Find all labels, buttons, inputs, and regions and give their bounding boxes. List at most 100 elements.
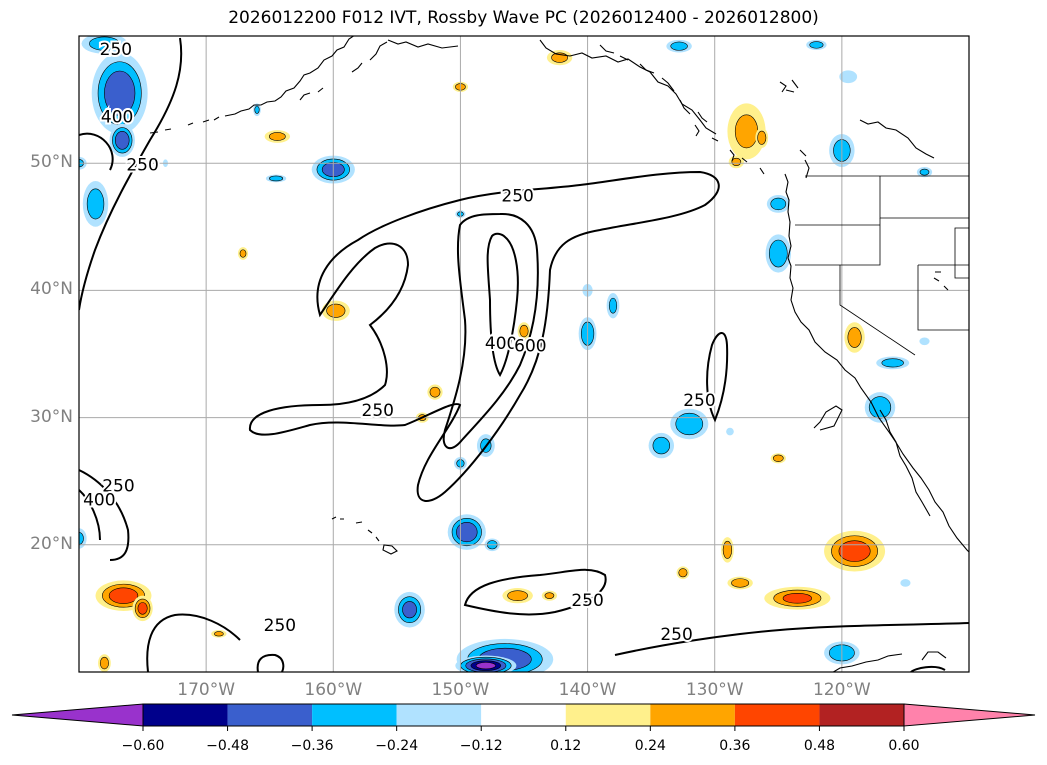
anomaly-blob xyxy=(546,49,573,66)
colorbar-tick-label: −0.24 xyxy=(375,738,419,754)
colorbar-tick-label: 0.12 xyxy=(550,738,582,754)
anomaly-blob xyxy=(755,127,769,148)
anomaly-blob xyxy=(765,234,791,273)
anomaly-level xyxy=(838,540,871,562)
anomaly-blob xyxy=(253,103,261,117)
anomaly-level xyxy=(839,70,858,84)
anomaly-blob xyxy=(764,586,831,610)
anomaly-level xyxy=(239,249,247,258)
ivt-contour-250-tiny xyxy=(256,653,285,672)
anomaly-blob xyxy=(237,247,249,260)
contour-label: 250 xyxy=(660,625,692,645)
colorbar-segment xyxy=(650,704,735,726)
islands xyxy=(331,271,949,555)
colorbar-tick-label: 0.48 xyxy=(803,738,836,754)
anomaly-level xyxy=(809,41,824,49)
anomaly-blob xyxy=(211,630,227,638)
anomaly-blob xyxy=(824,530,886,572)
rossby-anomaly-field xyxy=(79,36,933,672)
contour-label: 250 xyxy=(102,476,134,496)
anomaly-level xyxy=(137,602,148,615)
ivt-contours xyxy=(79,37,969,672)
ivt-contour-250-southeast-small xyxy=(910,665,946,672)
colorbar-segment xyxy=(819,704,904,726)
colorbar-segment xyxy=(565,704,651,726)
contour-label: 400 xyxy=(485,334,517,354)
anomaly-level xyxy=(99,656,109,670)
anomaly-level xyxy=(268,132,286,141)
longitude-label: 120°W xyxy=(812,680,871,700)
colorbar-segment xyxy=(143,704,228,726)
longitude-label: 150°W xyxy=(431,680,490,700)
anomaly-level xyxy=(104,70,136,116)
longitude-label: 170°W xyxy=(177,680,236,700)
contour-label: 250 xyxy=(571,591,603,611)
anomaly-level xyxy=(919,168,930,176)
anomaly-level xyxy=(731,157,742,166)
anomaly-blob xyxy=(132,595,153,622)
anomaly-level xyxy=(254,105,260,114)
anomaly-level xyxy=(652,436,671,455)
ivt-contour-600 xyxy=(486,232,519,378)
anomaly-level xyxy=(768,239,788,268)
anomaly-blob xyxy=(919,337,930,346)
anomaly-level xyxy=(757,130,767,145)
anomaly-blob xyxy=(721,537,734,563)
colorbar-tick-label: 0.60 xyxy=(888,738,920,754)
anomaly-level xyxy=(726,427,734,436)
map-frame xyxy=(78,35,970,673)
anomaly-level xyxy=(544,592,555,599)
colorbar-segment xyxy=(734,704,820,726)
colorbar-segment xyxy=(396,704,482,726)
contour-label: 600 xyxy=(514,336,546,356)
anomaly-level xyxy=(782,592,812,604)
anomaly-level xyxy=(847,327,862,348)
anomaly-blob xyxy=(876,356,910,370)
contour-label: 250 xyxy=(362,401,394,421)
anomaly-blob xyxy=(606,292,620,319)
latitude-label: 30°N xyxy=(30,406,73,427)
anomaly-level xyxy=(326,303,346,318)
anomaly-level xyxy=(722,540,733,559)
colorbar-tick-label: −0.36 xyxy=(290,738,334,754)
anomaly-blob xyxy=(109,123,135,157)
anomaly-blob xyxy=(648,432,675,459)
contour-label: 250 xyxy=(683,391,715,411)
longitude-label: 130°W xyxy=(685,680,744,700)
anomaly-level xyxy=(881,358,904,368)
colorbar-frame xyxy=(142,703,905,727)
colorbar-tick-label: 0.24 xyxy=(634,738,666,754)
anomaly-level xyxy=(214,631,224,637)
ivt-contour-250-south-center xyxy=(463,568,607,616)
anomaly-blob xyxy=(427,384,443,400)
anomaly-blob xyxy=(81,36,128,54)
anomaly-blob xyxy=(517,322,531,341)
anomaly-level xyxy=(731,578,750,588)
anomaly-level xyxy=(507,590,529,602)
anomaly-level xyxy=(89,36,120,51)
anomaly-blob xyxy=(541,590,558,601)
graticule xyxy=(79,36,969,672)
ivt-contour-400 xyxy=(442,212,539,450)
ivt-contour-250-northwest xyxy=(79,37,183,311)
latitude-label: 20°N xyxy=(30,533,73,554)
anomaly-blob xyxy=(844,322,865,353)
anomaly-blob xyxy=(676,566,690,580)
anomaly-blob xyxy=(900,579,911,587)
colorbar-extend-low xyxy=(11,703,144,727)
anomaly-blob xyxy=(394,591,425,628)
ivt-contour-250-southwest xyxy=(79,469,130,561)
anomaly-blob xyxy=(916,167,933,178)
colorbar-tick-label: 0.36 xyxy=(719,738,751,754)
anomaly-blob xyxy=(670,408,709,440)
anomaly-blob xyxy=(98,654,111,672)
anomaly-blob xyxy=(666,39,692,53)
anomaly-level xyxy=(108,587,139,604)
ivt-contour-250-south-east xyxy=(614,622,969,656)
anomaly-level xyxy=(670,41,688,51)
ivt-contour-250-northwest-inner xyxy=(79,132,114,171)
anomaly-level xyxy=(475,662,496,670)
anomaly-blob xyxy=(864,392,896,423)
